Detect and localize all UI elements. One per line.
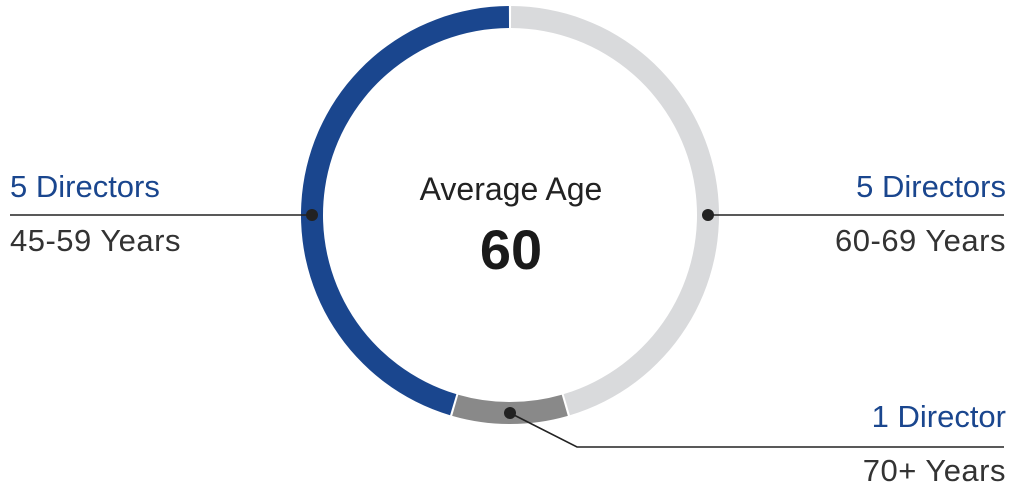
leader-dot-60-69 <box>702 209 714 221</box>
leader-line-70-plus <box>509 412 1004 448</box>
slice-range-label-45-59: 45-59 Years <box>10 223 181 258</box>
leader-dot-70-plus <box>504 407 516 419</box>
slice-45-59 <box>300 6 510 416</box>
slice-count-label-45-59: 5 Directors <box>10 169 160 204</box>
slice-count-label-70-plus: 1 Director <box>871 399 1006 434</box>
center-value: 60 <box>479 218 543 281</box>
slice-count-label-60-69: 5 Directors <box>856 169 1006 204</box>
center-title: Average Age <box>419 171 603 207</box>
slice-range-label-60-69: 60-69 Years <box>835 223 1006 258</box>
leader-lines <box>10 209 1004 448</box>
donut-slices <box>300 6 719 425</box>
slice-60-69 <box>510 6 719 416</box>
slice-range-label-70-plus: 70+ Years <box>862 453 1006 488</box>
leader-dot-45-59 <box>306 209 318 221</box>
